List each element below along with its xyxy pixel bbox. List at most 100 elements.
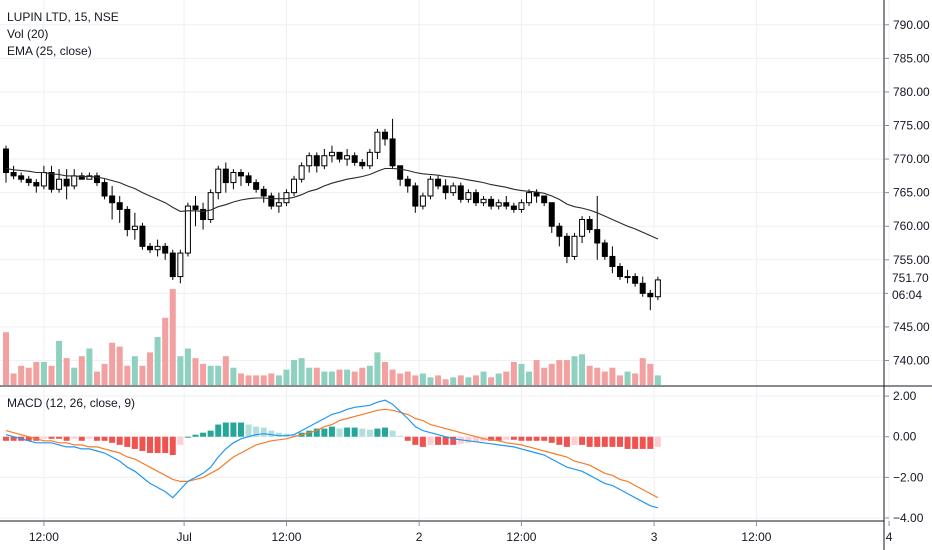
ema-legend[interactable]: EMA (25, close) [7,44,92,58]
histogram-bar [518,436,525,441]
candle [177,249,184,284]
histogram-bar [101,436,108,441]
candle [427,175,434,200]
time-tick-label: 12:00 [741,530,771,544]
candle [131,212,138,240]
candle [184,202,191,257]
volume-bar [609,367,616,385]
volume-bar [298,358,305,385]
histogram-bar [25,436,32,441]
histogram-bar [169,436,176,456]
candle [526,189,533,207]
volume-bar [207,365,214,385]
candle [260,185,267,203]
histogram-bar [503,436,510,440]
histogram-bar [336,428,343,437]
volume-bar [222,356,229,385]
candle [586,216,593,233]
candle [291,175,298,196]
volume-bar [169,289,176,385]
histogram-bar [71,436,78,439]
volume-bar [336,369,343,385]
histogram-bar [230,422,237,437]
candle [548,202,555,233]
candle [253,179,260,193]
histogram-bar [200,432,207,437]
candle [154,239,161,257]
volume-bar [556,360,563,385]
volume-bar [465,377,472,385]
candles [3,118,661,311]
time-tick-label: 12:00 [271,530,301,544]
candle [86,172,93,180]
price-tick-label: 785.00 [893,51,930,65]
time-tick-label: 4 [886,530,893,544]
histogram-bar [526,436,533,441]
histogram-bar [382,427,388,437]
volume-bar [647,363,654,385]
volume-bar [116,346,123,385]
time-tick-label: Jul [176,530,191,544]
candle [457,182,464,203]
histogram-bar [427,436,434,445]
histogram-bar [268,430,275,437]
histogram-bar [124,436,131,447]
volume-bar [200,363,207,385]
volume-bar [435,375,442,385]
macd-tick-label: −4.00 [893,511,924,525]
histogram-bar [374,428,381,437]
macd-axis[interactable]: −4.00 −2.00 0.00 2.00 [884,389,924,525]
volume-bar [86,348,93,385]
histogram-bar [556,436,563,445]
volume-bar [124,365,131,385]
candle [336,151,343,163]
volume-bar [412,375,419,385]
candle [328,145,335,163]
volume-bar [56,340,63,385]
candle [116,196,123,223]
histogram-bar [616,436,623,447]
histogram-bar [139,436,146,451]
volume-bar [275,375,282,385]
volume-bar [93,371,100,385]
histogram-bar [472,436,479,442]
volume-bar [25,367,32,385]
volume-bar [488,377,495,385]
volume-bar [427,377,434,385]
histogram-bar [533,436,540,441]
macd-line [5,399,659,509]
histogram-bar [389,430,396,437]
time-tick-label: 3 [651,530,658,544]
volume-bar [237,373,244,385]
candle [245,172,252,186]
volume-bar [245,375,252,385]
time-tick-label: 2 [416,530,423,544]
price-tick-label: 745.00 [893,320,930,334]
symbol-legend[interactable]: LUPIN LTD, 15, NSE [7,10,119,24]
price-tick-label: 765.00 [893,186,930,200]
volume-bar [563,360,570,385]
histogram-bar [404,436,411,441]
histogram-bar [131,436,138,449]
candle [71,169,78,190]
macd-legend[interactable]: MACD (12, 26, close, 9) [7,396,136,410]
volume-bar [457,375,464,385]
candle [268,192,275,210]
volume-bar [101,363,108,385]
time-axis[interactable]: 12:00 Jul 12:00 2 12:00 3 12:00 4 [29,521,893,544]
candle [230,169,237,190]
histogram-bar [548,436,555,443]
price-axis[interactable]: 740.00745.00750.00755.00760.00765.00770.… [884,18,930,368]
candle [139,222,146,250]
candle [382,128,388,146]
histogram-bar [313,428,320,437]
histogram-bar [488,436,495,441]
volume-bar [78,356,85,385]
volume-legend[interactable]: Vol (20) [7,27,49,41]
volume-bar [321,371,328,385]
histogram-bar [328,426,335,437]
volume-bar [541,367,548,385]
volume-bar [154,337,161,385]
volume-bar [351,371,358,385]
